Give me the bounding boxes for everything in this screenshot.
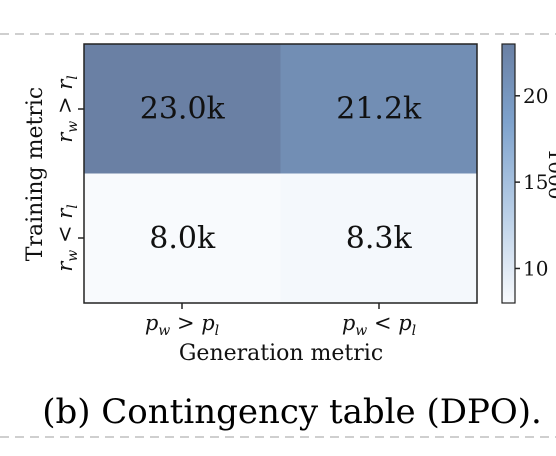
- x-axis-label: Generation metric: [179, 341, 383, 366]
- svg-text:rw > rl: rw > rl: [53, 75, 81, 143]
- cell-value-label-r0-c1: 21.2k: [336, 91, 422, 126]
- y-tick-1: rw < rl: [53, 204, 84, 272]
- svg-text:rw < rl: rw < rl: [53, 204, 81, 272]
- y-axis-label: Training metric: [23, 87, 48, 261]
- colorbar-tick-label-0: 10: [523, 256, 548, 280]
- heatmap-frame: [83, 43, 478, 304]
- svg-text:pw > pl: pw > pl: [145, 311, 219, 339]
- colorbar-tick-label-1: 15: [523, 170, 548, 194]
- cell-value-label-r0-c0: 23.0k: [140, 91, 226, 126]
- heatmap-cells: [84, 44, 477, 303]
- svg-text:pw < pl: pw < pl: [342, 311, 416, 339]
- heatmap-cell-r0-c1: [280, 44, 477, 174]
- figure-caption: (b) Contingency table (DPO).: [42, 392, 542, 432]
- colorbar-tick-label-2: 20: [523, 84, 548, 108]
- heatmap-cell-r0-c0: [84, 44, 281, 174]
- colorbar: [501, 43, 516, 304]
- y-tick-0: rw > rl: [53, 75, 84, 143]
- heatmap-cell-r1-c1: [280, 173, 477, 303]
- heatmap-cell-labels: 23.0k 21.2k 8.0k 8.3k: [140, 91, 422, 256]
- colorbar-label: 1000: [544, 149, 556, 200]
- colorbar-ticks: 10 15 20: [515, 84, 548, 280]
- heatmap-cell-r1-c0: [84, 173, 281, 303]
- x-tick-1: pw < pl: [342, 303, 416, 339]
- x-tick-0: pw > pl: [145, 303, 219, 339]
- cell-value-label-r1-c1: 8.3k: [346, 221, 413, 256]
- cell-value-label-r1-c0: 8.0k: [149, 221, 216, 256]
